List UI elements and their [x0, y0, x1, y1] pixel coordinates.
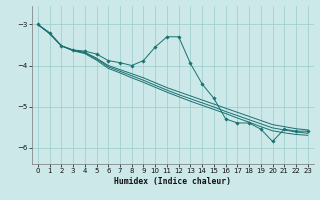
X-axis label: Humidex (Indice chaleur): Humidex (Indice chaleur)	[114, 177, 231, 186]
